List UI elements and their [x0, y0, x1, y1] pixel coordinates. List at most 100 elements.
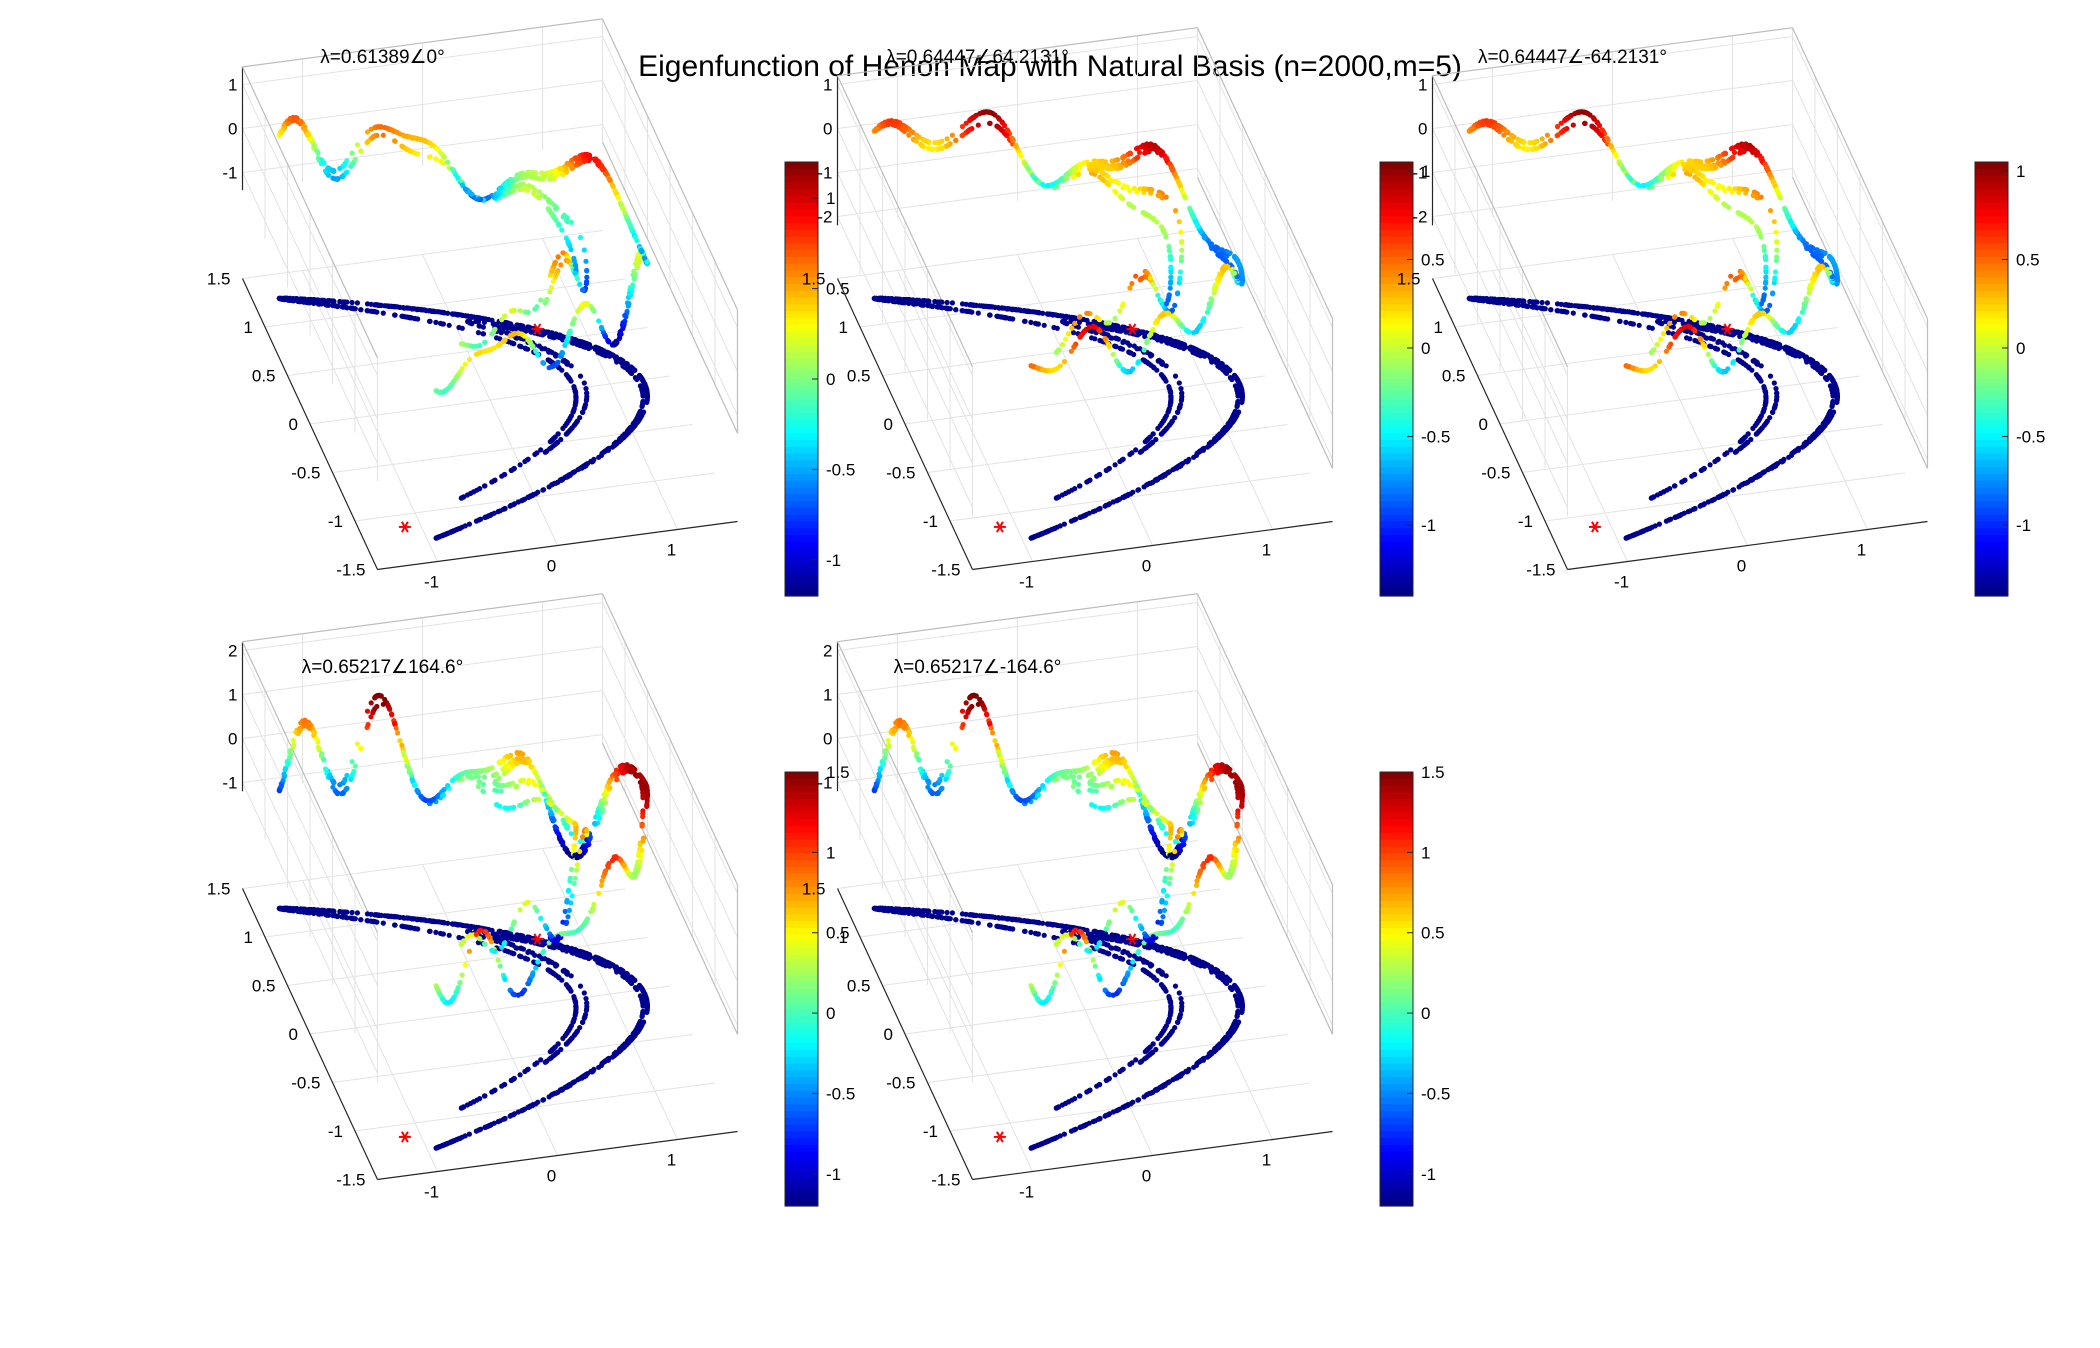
attractor-point: [572, 402, 578, 408]
eigenfunction-point: [1178, 229, 1184, 235]
attractor-point: [1010, 316, 1016, 322]
attractor-point: [1671, 319, 1677, 325]
colorbar-segment: [785, 467, 818, 475]
attractor-point: [471, 489, 477, 495]
colorbar-segment: [785, 182, 818, 190]
eigenfunction-point: [565, 161, 571, 167]
eigenfunction-point: [1168, 274, 1174, 281]
eigenfunction-point: [518, 331, 525, 337]
colorbar-segment: [1380, 331, 1413, 339]
colorbar-segment: [785, 385, 818, 394]
eigenfunction-point: [593, 156, 599, 162]
colorbar-segment: [785, 534, 818, 543]
box-edge: [601, 141, 739, 434]
colorbar-segment: [1380, 467, 1413, 475]
eigenfunction-point: [449, 166, 455, 172]
eigenfunction-point: [581, 247, 587, 253]
colorbar-segment: [785, 223, 818, 231]
eigenfunction-point: [1195, 223, 1201, 229]
attractor-point: [1056, 494, 1062, 500]
attractor-point: [612, 354, 618, 360]
colorbar-segment: [1380, 358, 1413, 367]
eigenfunction-point: [569, 165, 575, 171]
grid-line: [1522, 424, 1883, 473]
fixed-point-marker: [398, 521, 411, 533]
attractor-point: [612, 442, 618, 448]
attractor-point: [1169, 338, 1175, 344]
colorbar-segment: [785, 487, 818, 495]
attractor-point: [1094, 473, 1100, 479]
eigenfunction-point: [1122, 368, 1128, 374]
eigenfunction-point: [1239, 280, 1245, 287]
attractor-point: [508, 467, 514, 473]
attractor-point: [1202, 353, 1208, 359]
eigenfunction-point: [1144, 339, 1150, 346]
attractor-point: [525, 346, 531, 352]
attractor-point: [365, 308, 371, 314]
colorbar-segment: [1380, 175, 1413, 183]
attractor-point: [922, 298, 928, 304]
attractor-point: [349, 299, 355, 306]
colorbar-segment: [1380, 575, 1413, 584]
eigenfunction-point: [454, 374, 460, 380]
eigenfunction-point: [909, 129, 915, 135]
eigenfunction-point: [1030, 363, 1036, 369]
eigenfunction-point: [570, 321, 576, 327]
eigenfunction-point: [566, 241, 572, 247]
attractor-point: [1129, 450, 1135, 456]
z-tick-label: 0: [1418, 120, 1427, 139]
attractor-point: [975, 310, 981, 316]
colorbar-segment: [1380, 256, 1413, 265]
attractor-point: [639, 403, 645, 409]
attractor-point: [630, 425, 636, 431]
attractor-point: [965, 308, 971, 315]
eigenfunction-point: [415, 151, 421, 157]
colorbar-tick-label: 0.5: [1421, 250, 1445, 269]
eigenfunction-point: [1094, 314, 1100, 321]
eigenfunction-point: [327, 166, 333, 172]
eigenfunction-point: [1193, 328, 1200, 334]
eigenfunction-point: [1168, 279, 1174, 285]
attractor-point: [486, 316, 492, 323]
x-axis-line: [377, 520, 738, 571]
eigenfunction-point: [1172, 208, 1179, 214]
eigenfunction-point: [527, 339, 533, 345]
colorbar-segment: [785, 473, 818, 482]
attractor-point: [1687, 336, 1693, 342]
grid-line: [242, 84, 378, 376]
attractor-point: [511, 501, 517, 508]
y-tick-label: 1: [839, 318, 848, 337]
eigenfunction-point: [1135, 360, 1141, 366]
eigenfunction-point: [583, 300, 589, 306]
subplot-title: λ=0.61389∠0°: [320, 47, 444, 68]
attractor-point: [439, 309, 445, 315]
eigenfunction-point: [1040, 181, 1046, 188]
attractor-point: [552, 351, 558, 357]
eigenfunction-point: [532, 187, 538, 193]
eigenfunction-point: [457, 369, 463, 375]
attractor-point: [1193, 452, 1200, 458]
attractor-point: [886, 298, 892, 304]
eigenfunction-point: [1179, 247, 1185, 253]
colorbar-segment: [785, 365, 818, 373]
eigenfunction-point: [343, 170, 349, 176]
eigenfunction-point: [354, 142, 360, 148]
attractor-point: [552, 434, 558, 440]
z-tick-label: -1: [817, 164, 832, 183]
eigenfunction-point: [1207, 303, 1213, 309]
eigenfunction-point: [514, 183, 520, 189]
y-tick-label: -1.5: [931, 561, 960, 580]
eigenfunction-point: [1185, 328, 1191, 335]
eigenfunction-point: [1176, 219, 1182, 225]
y-tick-label: -0.5: [886, 464, 915, 483]
colorbar-segment: [785, 541, 818, 550]
eigenfunction-point: [1188, 208, 1194, 214]
attractor-point: [549, 482, 555, 488]
eigenfunction-point: [615, 194, 621, 200]
eigenfunction-point: [1144, 141, 1150, 147]
eigenfunction-point: [621, 321, 627, 327]
attractor-point: [544, 448, 550, 454]
eigenfunction-point: [1147, 186, 1153, 192]
eigenfunction-point: [1164, 155, 1170, 161]
eigenfunction-point: [549, 176, 555, 182]
